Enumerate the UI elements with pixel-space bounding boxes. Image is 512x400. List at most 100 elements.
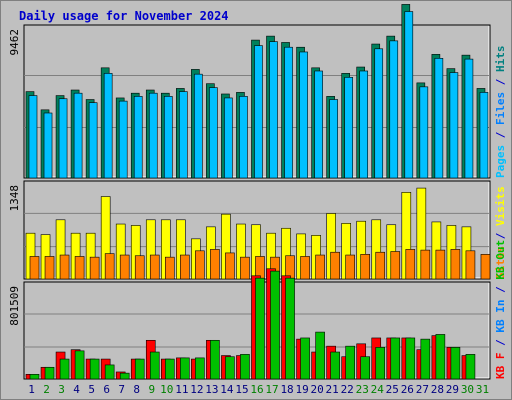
bar-kb-out-day-13 bbox=[210, 339, 220, 380]
legend-kb: KB F / KB In / KB Out bbox=[494, 240, 507, 379]
bar-sites-day-11 bbox=[180, 254, 190, 280]
day-label-14: 14 bbox=[220, 383, 234, 396]
day-label-4: 4 bbox=[73, 383, 80, 396]
legend-entry: Sites bbox=[494, 246, 507, 279]
bar-kb-out-day-22 bbox=[345, 345, 355, 380]
bar-files-day-12 bbox=[194, 73, 203, 179]
day-label-6: 6 bbox=[103, 383, 110, 396]
bar-files-day-28 bbox=[434, 58, 444, 179]
day-label-9: 9 bbox=[148, 383, 155, 396]
bar-files-day-2 bbox=[43, 112, 53, 179]
day-label-24: 24 bbox=[371, 383, 385, 396]
bar-files-day-10 bbox=[163, 96, 173, 179]
bar-kb-out-day-12 bbox=[195, 357, 205, 380]
day-label-5: 5 bbox=[88, 383, 95, 396]
bar-kb-out-day-17 bbox=[270, 270, 280, 380]
bar-kb-out-day-21 bbox=[330, 351, 340, 380]
bar-sites-day-15 bbox=[240, 256, 250, 280]
panel-visits-sites: 1348 Sites / Visits bbox=[8, 180, 507, 280]
bar-sites-day-13 bbox=[210, 249, 220, 280]
bar-kb-out-day-27 bbox=[420, 338, 431, 380]
y-max-label: 801509 bbox=[8, 286, 21, 326]
bar-files-day-17 bbox=[269, 41, 278, 179]
bar-sites-day-28 bbox=[435, 249, 446, 280]
day-label-13: 13 bbox=[205, 383, 218, 396]
day-label-17: 17 bbox=[265, 383, 278, 396]
bar-kb-out-day-7 bbox=[119, 372, 130, 380]
bar-sites-day-27 bbox=[420, 249, 431, 280]
day-label-22: 22 bbox=[341, 383, 354, 396]
legend-visits-sites: Sites / Visits bbox=[494, 186, 507, 279]
bar-files-day-24 bbox=[374, 48, 384, 179]
day-label-21: 21 bbox=[326, 383, 339, 396]
bar-kb-out-day-14 bbox=[225, 356, 235, 380]
y-max-label: 1348 bbox=[8, 185, 21, 212]
legend-entry: Visits bbox=[494, 186, 507, 226]
bar-sites-day-8 bbox=[134, 255, 145, 280]
bar-files-day-23 bbox=[359, 70, 369, 179]
bar-sites-day-6 bbox=[104, 253, 115, 280]
bar-files-day-26 bbox=[404, 11, 414, 179]
bar-files-day-15 bbox=[239, 96, 248, 179]
panel-kb: 801509 KB F / KB In / KB Out bbox=[8, 240, 507, 380]
day-label-28: 28 bbox=[431, 383, 444, 396]
bar-sites-day-12 bbox=[195, 250, 205, 280]
day-label-16: 16 bbox=[250, 383, 263, 396]
bar-sites-day-3 bbox=[59, 254, 70, 280]
bar-files-day-16 bbox=[254, 45, 263, 179]
day-label-19: 19 bbox=[295, 383, 308, 396]
bar-sites-day-2 bbox=[44, 256, 55, 280]
bar-kb-out-day-5 bbox=[89, 358, 100, 380]
panel-hits-files-pages: 9462 Pages / Files / Hits bbox=[8, 4, 507, 179]
chart-title: Daily usage for November 2024 bbox=[19, 9, 229, 23]
bar-sites-day-5 bbox=[89, 256, 100, 280]
bar-kb-out-day-26 bbox=[405, 337, 416, 380]
bar-kb-out-day-19 bbox=[300, 337, 310, 380]
bar-files-day-1 bbox=[28, 95, 38, 179]
legend-entry: / bbox=[494, 333, 507, 353]
bar-kb-out-day-9 bbox=[149, 351, 160, 380]
bar-kb-out-day-2 bbox=[44, 366, 55, 380]
bar-sites-day-25 bbox=[390, 251, 401, 280]
bar-sites-day-4 bbox=[74, 256, 85, 280]
bar-sites-day-14 bbox=[225, 252, 235, 280]
day-label-1: 1 bbox=[28, 383, 35, 396]
day-label-18: 18 bbox=[280, 383, 293, 396]
bar-sites-day-20 bbox=[315, 254, 325, 280]
bar-sites-day-31 bbox=[480, 254, 491, 280]
bar-kb-out-day-29 bbox=[450, 347, 461, 380]
day-label-29: 29 bbox=[446, 383, 459, 396]
bar-kb-out-day-23 bbox=[360, 356, 371, 380]
day-label-26: 26 bbox=[401, 383, 414, 396]
day-label-23: 23 bbox=[356, 383, 369, 396]
bar-kb-out-day-6 bbox=[104, 364, 115, 380]
bar-files-day-19 bbox=[299, 51, 308, 179]
bar-files-day-4 bbox=[73, 92, 83, 179]
day-label-25: 25 bbox=[386, 383, 399, 396]
bar-sites-day-22 bbox=[345, 254, 355, 280]
bar-kb-out-day-18 bbox=[285, 277, 295, 380]
bar-files-day-7 bbox=[118, 100, 128, 179]
bar-kb-out-day-4 bbox=[74, 350, 85, 380]
legend-entry: / bbox=[494, 72, 507, 92]
bar-kb-out-day-20 bbox=[315, 331, 325, 380]
legend-entry: Hits bbox=[494, 46, 507, 73]
bar-kb-out-day-25 bbox=[390, 337, 401, 380]
y-max-label: 9462 bbox=[8, 29, 21, 56]
day-label-3: 3 bbox=[58, 383, 65, 396]
bar-files-day-13 bbox=[209, 87, 218, 179]
day-label-8: 8 bbox=[133, 383, 140, 396]
bar-files-day-3 bbox=[58, 98, 68, 179]
day-label-11: 11 bbox=[175, 383, 188, 396]
bar-kb-out-day-11 bbox=[180, 357, 190, 380]
bar-sites-day-30 bbox=[465, 250, 476, 280]
day-label-20: 20 bbox=[311, 383, 324, 396]
bar-sites-day-9 bbox=[149, 254, 160, 280]
legend-hits-files-pages: Pages / Files / Hits bbox=[494, 46, 507, 179]
bar-files-day-8 bbox=[133, 96, 143, 179]
legend-entry: / bbox=[494, 280, 507, 300]
day-label-7: 7 bbox=[118, 383, 125, 396]
bar-sites-day-23 bbox=[360, 254, 371, 280]
bar-files-day-27 bbox=[419, 86, 429, 179]
